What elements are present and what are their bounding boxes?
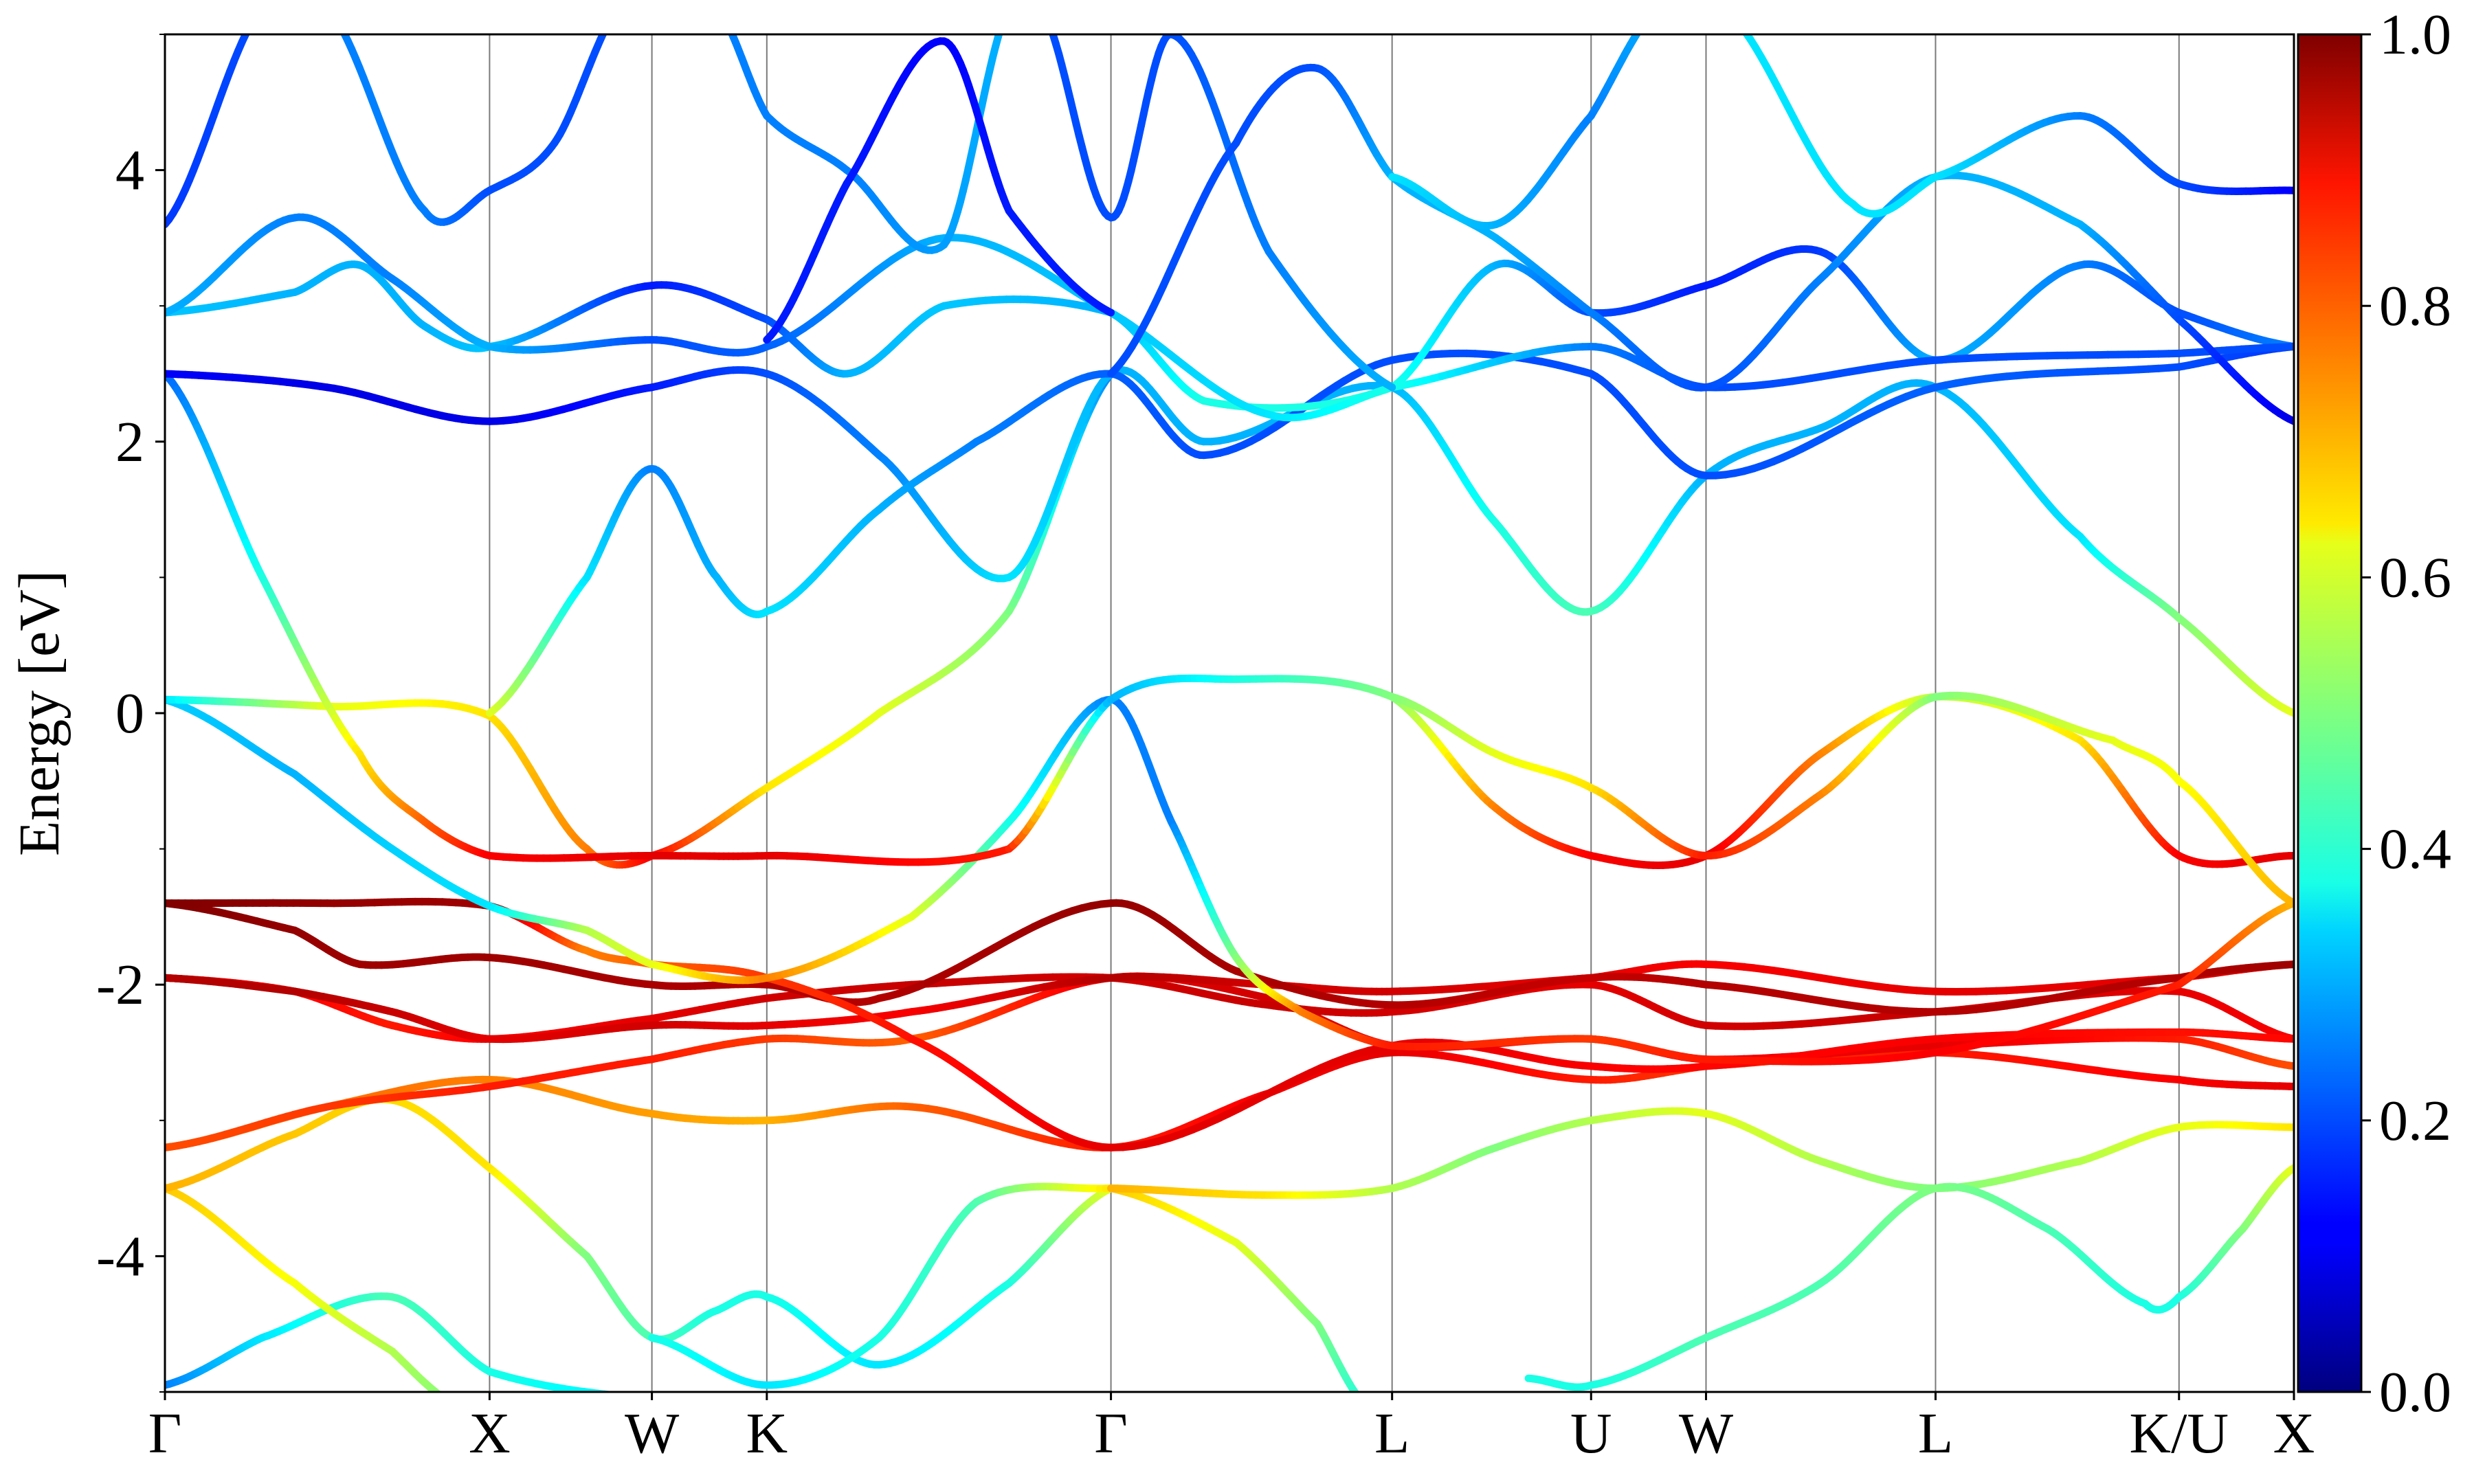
bands <box>165 34 2294 1406</box>
band-10 <box>165 960 2294 1044</box>
band-5 <box>1107 1107 2294 1200</box>
band-11 <box>165 899 2294 1016</box>
band-17 <box>165 366 2294 717</box>
band-segment <box>601 1390 614 1392</box>
band-segment <box>1360 1399 1362 1402</box>
band-segment <box>452 1403 454 1404</box>
high-symmetry-lines <box>489 34 2180 1392</box>
band-16 <box>1388 691 2294 908</box>
band-6 <box>1524 1164 2294 1391</box>
band-segment <box>449 1402 452 1403</box>
band-segment <box>1352 1390 1359 1392</box>
band-segment <box>1358 1397 1360 1399</box>
band-1 <box>165 1184 457 1406</box>
band-0 <box>165 1292 645 1398</box>
band-3 <box>648 1182 1115 1389</box>
band-segment <box>625 1396 632 1397</box>
band-12 <box>165 897 2294 1151</box>
band-segment <box>617 1391 619 1392</box>
band-segment <box>435 1390 442 1392</box>
band-segment <box>594 1389 608 1392</box>
band-segment <box>441 1396 444 1398</box>
band-segment <box>454 1404 457 1406</box>
band-19 <box>165 245 2294 412</box>
band-segment <box>638 1397 645 1398</box>
band-segment <box>1364 1404 1366 1406</box>
band-segment <box>444 1398 447 1400</box>
band-segment <box>446 1399 449 1401</box>
band-segment <box>1362 1402 1364 1404</box>
band-2 <box>165 1095 1115 1369</box>
band-7 <box>165 1048 2294 1151</box>
band-4 <box>1107 1184 1366 1406</box>
